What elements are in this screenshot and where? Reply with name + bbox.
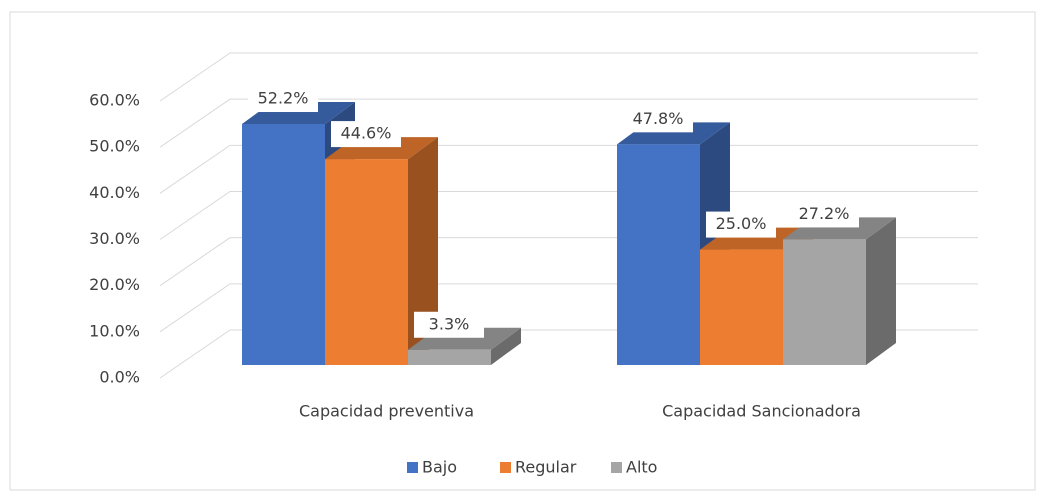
legend-label: Bajo: [422, 458, 457, 477]
legend-label: Regular: [515, 458, 577, 477]
y-tick-label: 60.0%: [89, 91, 140, 110]
value-label: 25.0%: [716, 214, 767, 233]
grid-line: [159, 98, 978, 148]
legend-swatch: [611, 462, 622, 473]
y-tick-label: 30.0%: [89, 229, 140, 248]
value-label-box: [623, 106, 693, 133]
y-tick-label: 50.0%: [89, 137, 140, 156]
legend-label: Alto: [626, 458, 657, 477]
legend-swatch: [500, 462, 511, 473]
x-tick-label: Capacidad Sancionadora: [662, 402, 861, 421]
y-tick-label: 10.0%: [89, 321, 140, 340]
bar-side: [866, 217, 896, 365]
y-tick-label: 0.0%: [99, 368, 140, 387]
value-label-box: [414, 311, 484, 338]
bar: [408, 349, 491, 365]
bar: [242, 124, 325, 365]
value-label: 52.2%: [258, 89, 309, 108]
value-label-box: [331, 121, 401, 148]
bar-side: [408, 137, 438, 365]
bar-side: [491, 327, 521, 365]
bar: [783, 239, 866, 365]
grid-line: [159, 52, 978, 102]
x-tick-label: Capacidad preventiva: [299, 402, 474, 421]
y-tick-label: 20.0%: [89, 275, 140, 294]
value-label-box: [248, 86, 318, 113]
value-label: 47.8%: [633, 109, 684, 128]
value-label: 44.6%: [341, 124, 392, 143]
value-label: 27.2%: [799, 204, 850, 223]
value-label-box: [706, 211, 776, 238]
bar: [617, 144, 700, 365]
bar: [325, 159, 408, 365]
legend-swatch: [407, 462, 418, 473]
y-tick-label: 40.0%: [89, 183, 140, 202]
bar: [700, 249, 783, 365]
value-label-box: [789, 201, 859, 228]
value-label: 3.3%: [429, 314, 470, 333]
